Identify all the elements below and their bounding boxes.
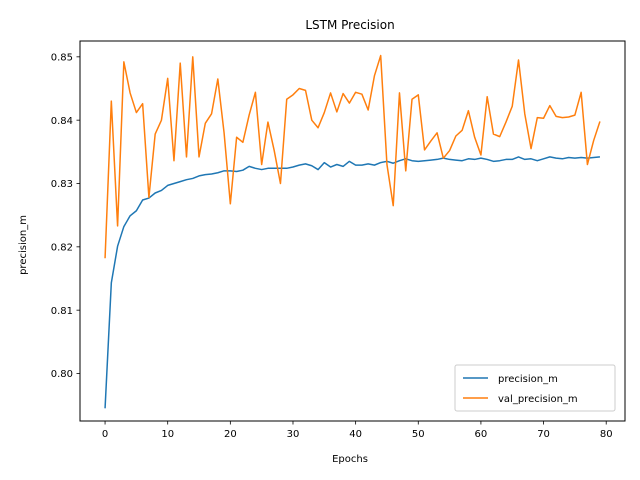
- y-tick-label: 0.83: [51, 179, 73, 190]
- y-tick-label: 0.81: [51, 306, 73, 317]
- y-tick-label: 0.80: [51, 369, 73, 380]
- series-line-precision-m: [104, 156, 601, 409]
- legend-label: precision_m: [498, 374, 558, 385]
- x-tick-label: 50: [412, 429, 425, 440]
- series-lines: [104, 54, 601, 409]
- x-tick-label: 60: [475, 429, 488, 440]
- x-tick-label: 0: [102, 429, 108, 440]
- x-tick-label: 10: [161, 429, 174, 440]
- x-axis-label: Epochs: [332, 454, 368, 465]
- x-tick-label: 80: [600, 429, 613, 440]
- legend-box: [454, 364, 616, 412]
- chart-title: LSTM Precision: [305, 18, 394, 32]
- y-tick-label: 0.84: [51, 116, 73, 127]
- x-tick-label: 20: [224, 429, 237, 440]
- y-axis-ticks: 0.80 0.81 0.82 0.83 0.84 0.85: [51, 52, 80, 380]
- y-tick-label: 0.85: [51, 52, 73, 63]
- y-tick-label: 0.82: [51, 242, 73, 253]
- y-axis-label: precision_m: [18, 215, 29, 275]
- series-line-val-precision-m: [104, 54, 601, 259]
- legend-label: val_precision_m: [498, 394, 578, 405]
- axes-frame: [79, 40, 626, 422]
- x-axis-ticks: 0 10 20 30 40 50 60 70 80: [102, 421, 613, 440]
- legend: precision_m val_precision_m: [454, 364, 616, 412]
- x-tick-label: 40: [349, 429, 362, 440]
- x-tick-label: 70: [537, 429, 550, 440]
- x-tick-label: 30: [287, 429, 300, 440]
